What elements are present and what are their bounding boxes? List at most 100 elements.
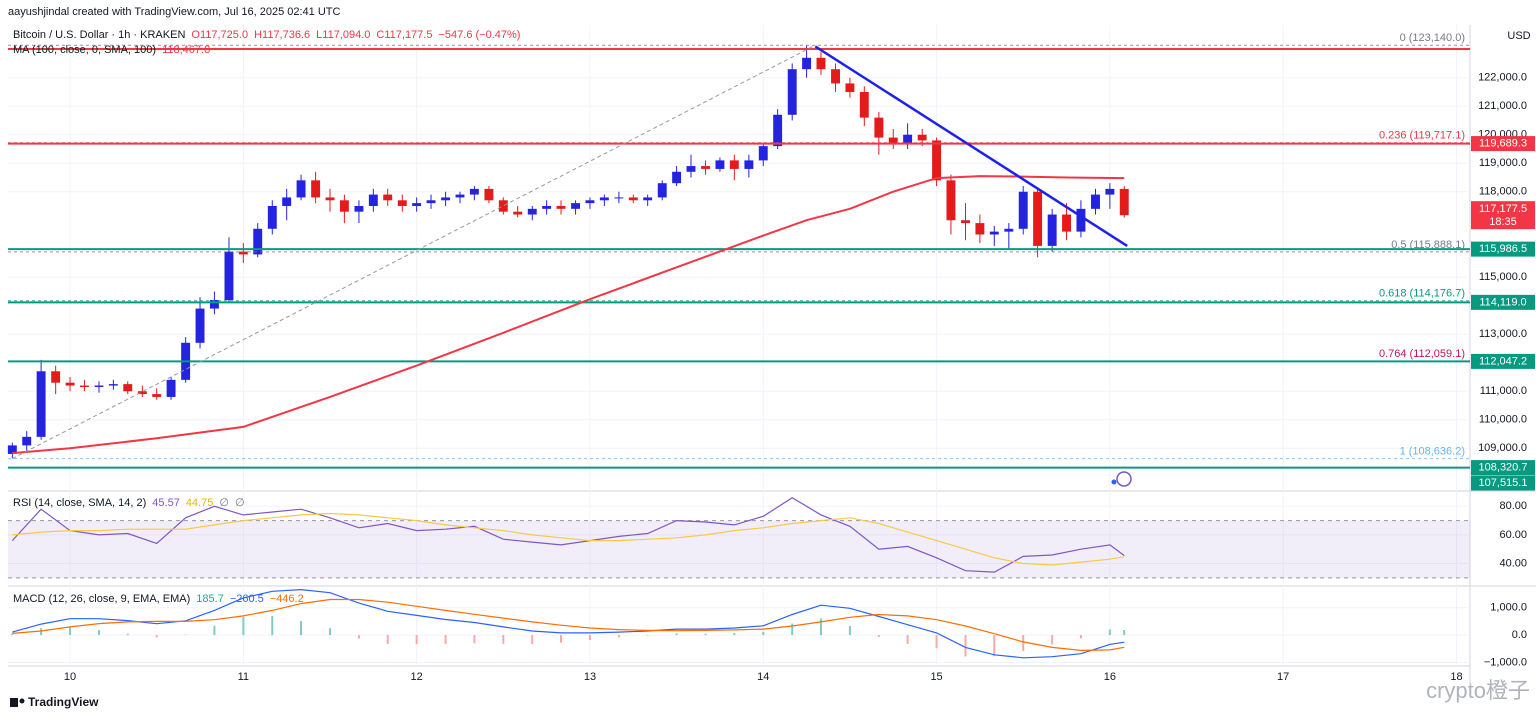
price-label: 112,047.2 — [1471, 353, 1535, 369]
candle-body — [412, 203, 422, 206]
horizontal-grid — [8, 505, 1470, 565]
histogram-bar — [11, 633, 14, 636]
overlay-legend-name: MA (100, close, 0, SMA, 100) — [13, 44, 156, 56]
candle-body — [224, 251, 234, 301]
x-tick-label: 12 — [411, 671, 423, 683]
usd-badge — [1472, 27, 1534, 45]
candle-body — [166, 379, 176, 397]
candle-body — [729, 160, 739, 169]
x-tick-label: 14 — [757, 671, 769, 683]
legend-value: 45.57 — [152, 497, 180, 509]
histogram-bar — [1123, 629, 1126, 636]
histogram-bar — [733, 633, 736, 636]
price-label-text: 117,177.5 — [1479, 203, 1527, 215]
header: aayushjindal created with TradingView.co… — [8, 6, 340, 18]
histogram-bar — [993, 635, 996, 657]
y-tick-label: 1,000.0 — [1490, 602, 1527, 614]
x-tick-label: 18 — [1450, 671, 1462, 683]
histogram-bar — [531, 635, 534, 645]
candle-body — [1047, 214, 1057, 246]
y-tick-label: 40.00 — [1499, 557, 1527, 569]
watermark: crypto橙子 — [1426, 678, 1530, 703]
histogram-bar — [357, 635, 360, 639]
histogram-bar — [271, 615, 274, 636]
trendline — [12, 44, 816, 460]
candle-body — [614, 197, 624, 199]
histogram-bar — [415, 635, 418, 645]
y-tick-label: 115,000.0 — [1479, 271, 1527, 283]
candle-body — [1091, 194, 1100, 209]
legend-value: ∅ — [219, 497, 229, 509]
legend-value: O117,725.0 — [191, 29, 248, 41]
candle-body — [542, 205, 552, 209]
indicator-line — [12, 512, 1125, 566]
candle-body — [787, 69, 797, 115]
candle-body — [108, 384, 118, 386]
candle-body — [455, 194, 465, 198]
legend-value: −446.2 — [270, 593, 304, 605]
price-label-text: 119,689.3 — [1479, 137, 1527, 149]
candle-body — [744, 160, 754, 169]
histogram-bar — [588, 635, 591, 640]
histogram-bar — [1108, 629, 1111, 636]
price-label-box — [1471, 475, 1535, 491]
histogram-bar — [155, 635, 158, 638]
histogram-bar — [1051, 635, 1054, 645]
price-label-text: 108,320.7 — [1479, 462, 1528, 474]
histogram-bar — [560, 635, 563, 643]
candle-body — [989, 231, 999, 235]
fib-label: 0.764 (112,059.1) — [1379, 348, 1465, 360]
legend-title: RSI (14, close, SMA, 14, 2) — [13, 497, 146, 509]
candle-body — [686, 166, 696, 172]
alert-icon-circle — [1116, 471, 1132, 487]
candle-body — [628, 197, 638, 201]
candle-body — [311, 180, 321, 198]
candle-body — [296, 180, 306, 198]
candle-body — [51, 371, 61, 383]
histogram-bar — [791, 623, 794, 636]
candle-body — [874, 117, 884, 138]
candle-body — [195, 308, 205, 343]
price-label-text: 115,986.5 — [1479, 243, 1527, 255]
candle-body — [932, 140, 942, 181]
y-tick-label: 118,000.0 — [1479, 186, 1527, 198]
candle-body — [571, 203, 581, 209]
price-label-text: 107,515.1 — [1479, 477, 1528, 489]
candle-body — [831, 69, 840, 84]
candle-body — [354, 205, 364, 212]
candle-body — [36, 371, 46, 437]
candle-body — [339, 200, 349, 212]
candle-body — [238, 251, 248, 255]
candle-body — [94, 385, 104, 387]
candle-body — [773, 114, 783, 147]
legend-value: ∅ — [235, 497, 245, 509]
horizontal-grid — [8, 77, 1470, 449]
legend-value: −260.5 — [230, 593, 264, 605]
candle-body — [1105, 188, 1115, 195]
candle-body — [383, 194, 393, 201]
y-tick-label: 60.00 — [1499, 529, 1527, 541]
candle-body — [7, 445, 17, 454]
candle-body — [267, 205, 277, 229]
candle-body — [209, 300, 219, 309]
candle-body — [1076, 208, 1086, 232]
histogram-bar — [1079, 635, 1082, 639]
currency: USD — [1507, 30, 1530, 42]
fib-label: 0.236 (119,717.1) — [1379, 130, 1465, 142]
candle-body — [426, 200, 436, 204]
candle-body — [123, 384, 133, 392]
candle-body — [643, 197, 653, 201]
candle-body — [556, 205, 566, 209]
histogram-bar — [646, 635, 649, 636]
candle-body — [441, 197, 451, 201]
y-tick-label: 119,000.0 — [1479, 157, 1527, 169]
histogram-bar — [184, 634, 187, 636]
y-tick-label: 121,000.0 — [1478, 100, 1527, 112]
y-tick-label: 113,000.0 — [1479, 328, 1527, 340]
histogram-bar — [386, 635, 389, 645]
histogram-bar — [877, 635, 880, 637]
fib-label: 0.5 (115,888.1) — [1391, 239, 1465, 251]
y-tick-label: 111,000.0 — [1480, 385, 1527, 397]
price-label-box — [1471, 460, 1535, 476]
price-label: 114,119.0 — [1471, 294, 1535, 310]
